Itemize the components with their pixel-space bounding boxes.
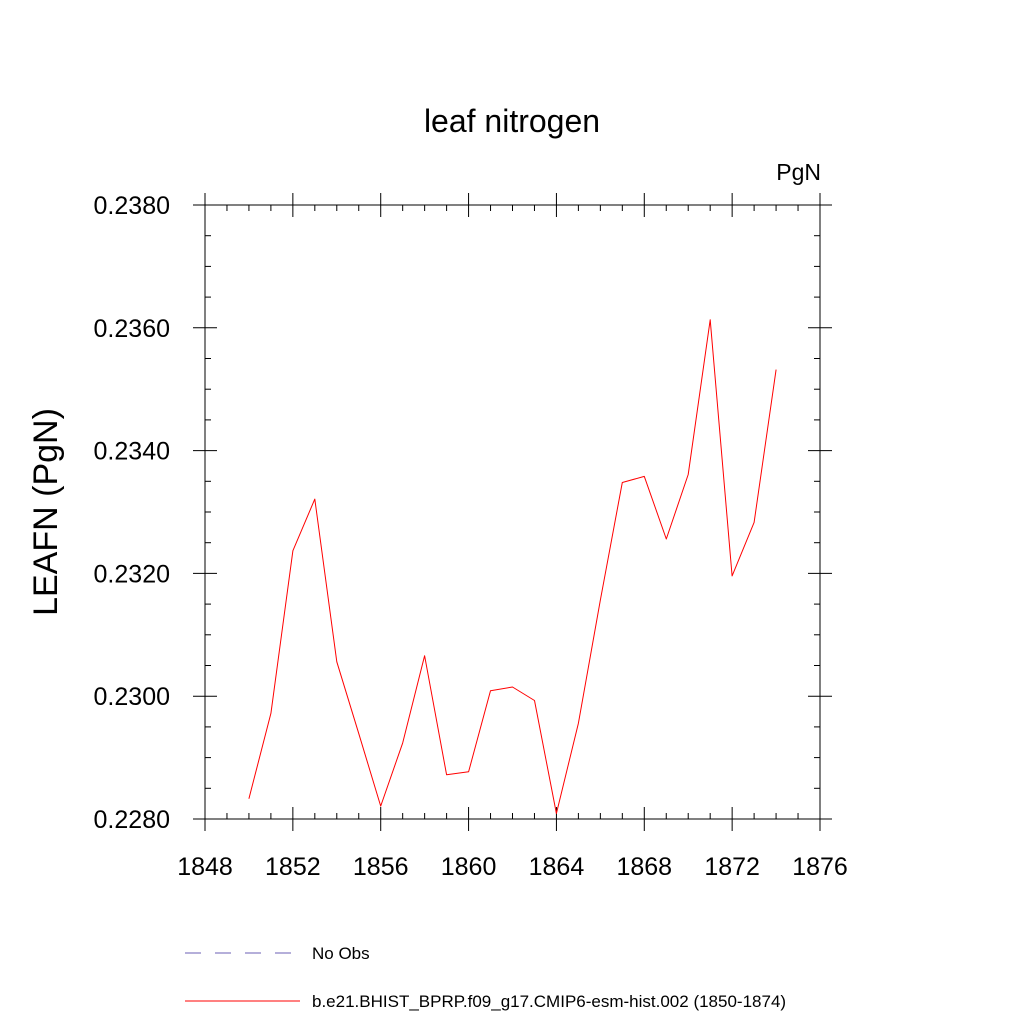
series-line bbox=[248, 319, 777, 814]
x-tick-label: 1848 bbox=[177, 853, 233, 881]
x-tick-label: 1876 bbox=[792, 853, 848, 881]
y-tick-label: 0.2340 bbox=[94, 438, 170, 466]
y-axis-label: LEAFN (PgN) bbox=[27, 408, 65, 616]
y-tick-label: 0.2380 bbox=[94, 192, 170, 220]
y-tick-label: 0.2280 bbox=[94, 806, 170, 834]
y-axis-ticks bbox=[193, 204, 832, 820]
y-axis-tick-labels: 0.2280 0.2300 0.2320 0.2340 0.2360 0.2380 bbox=[94, 192, 170, 834]
x-tick-label: 1852 bbox=[265, 853, 321, 881]
legend-label-model-run: b.e21.BHIST_BPRP.f09_g17.CMIP6-esm-hist.… bbox=[312, 992, 786, 1011]
x-tick-label: 1868 bbox=[616, 853, 672, 881]
x-axis-tick-labels: 1848 1852 1856 1860 1864 1868 1872 1876 bbox=[177, 853, 848, 881]
y-tick-label: 0.2320 bbox=[94, 560, 170, 588]
series-layer bbox=[248, 319, 777, 814]
y-tick-label: 0.2360 bbox=[94, 315, 170, 343]
y-tick-label: 0.2300 bbox=[94, 683, 170, 711]
legend: No Obs b.e21.BHIST_BPRP.f09_g17.CMIP6-es… bbox=[185, 944, 786, 1011]
x-tick-label: 1864 bbox=[529, 853, 585, 881]
chart-title: leaf nitrogen bbox=[424, 103, 600, 139]
legend-label-no-obs: No Obs bbox=[312, 944, 370, 963]
units-label: PgN bbox=[776, 159, 821, 185]
x-axis-ticks bbox=[204, 193, 821, 831]
plot-frame bbox=[204, 204, 821, 820]
x-tick-label: 1860 bbox=[441, 853, 497, 881]
x-tick-label: 1856 bbox=[353, 853, 409, 881]
x-tick-label: 1872 bbox=[704, 853, 760, 881]
